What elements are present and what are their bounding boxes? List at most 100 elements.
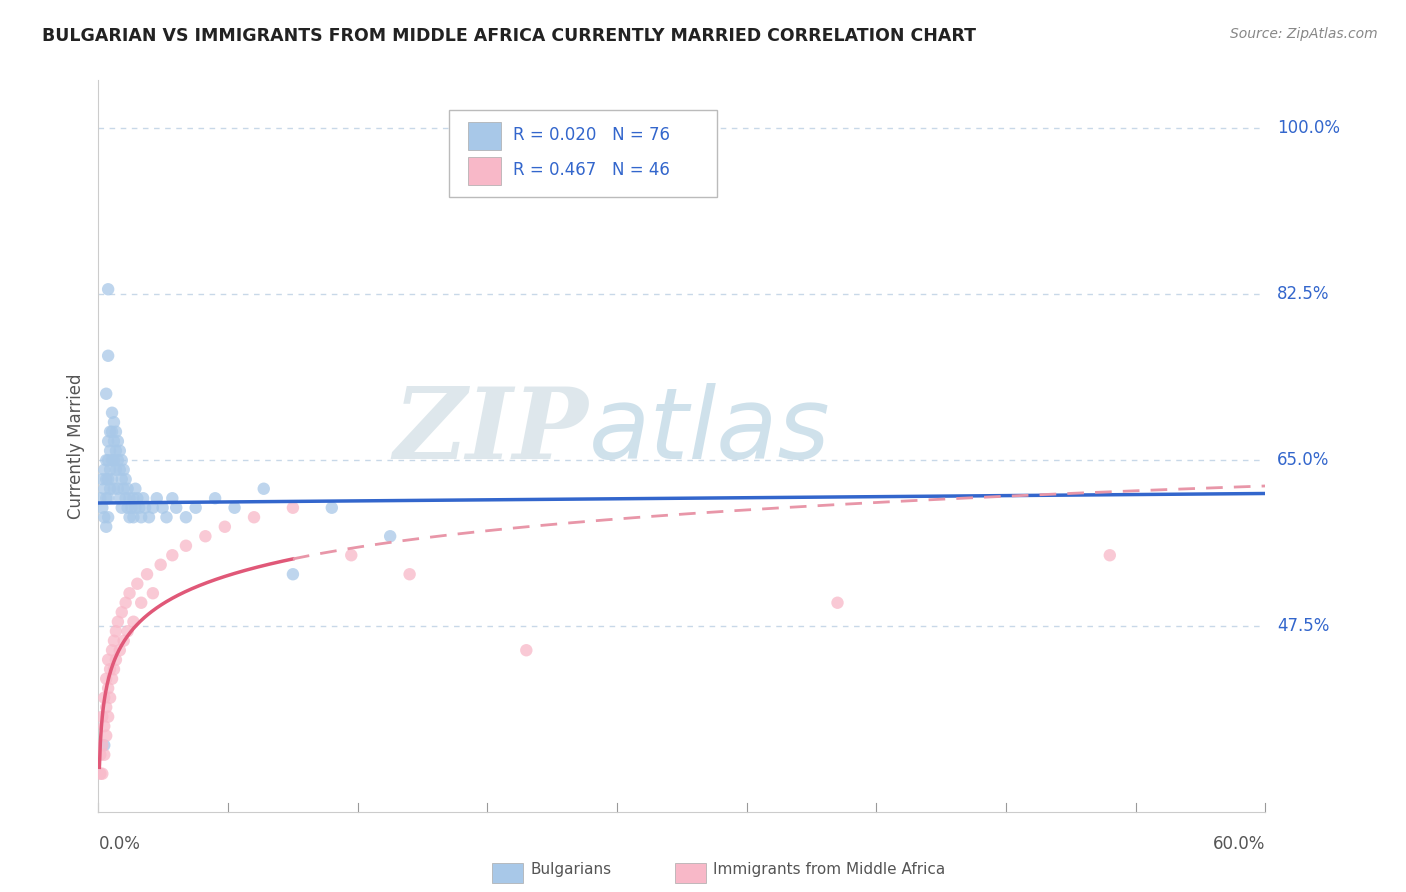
Point <box>138 510 160 524</box>
Point <box>142 500 165 515</box>
Point <box>340 548 363 562</box>
Point <box>93 482 115 496</box>
Point <box>122 510 145 524</box>
Point <box>117 500 139 515</box>
Point <box>398 567 420 582</box>
Point <box>128 500 150 515</box>
Point <box>97 681 120 696</box>
Point <box>98 463 121 477</box>
Point <box>827 596 849 610</box>
Point <box>1098 548 1121 562</box>
Point <box>103 633 125 648</box>
Point <box>93 738 115 752</box>
Text: 82.5%: 82.5% <box>1277 285 1330 303</box>
Point <box>97 349 120 363</box>
Point <box>97 510 120 524</box>
Point <box>96 729 118 743</box>
Point <box>104 425 127 439</box>
Point <box>121 500 143 515</box>
Point <box>321 500 343 515</box>
Point <box>96 672 118 686</box>
Text: R = 0.020   N = 76: R = 0.020 N = 76 <box>513 126 669 145</box>
Point <box>98 443 121 458</box>
Point <box>129 596 152 610</box>
Point <box>114 596 136 610</box>
Point <box>155 510 177 524</box>
Point <box>104 653 127 667</box>
Point <box>149 558 172 572</box>
Text: 60.0%: 60.0% <box>1213 836 1265 854</box>
Point <box>118 510 141 524</box>
Point <box>91 500 114 515</box>
Point <box>93 719 115 733</box>
Point <box>111 472 134 486</box>
Point <box>107 434 129 449</box>
Point <box>194 529 217 543</box>
Point <box>89 491 111 506</box>
Point <box>114 491 136 506</box>
Point <box>112 633 135 648</box>
Point <box>97 491 120 506</box>
Point <box>515 643 537 657</box>
Point <box>103 434 125 449</box>
Point <box>174 510 197 524</box>
Point <box>89 766 111 780</box>
Point <box>91 710 114 724</box>
Point <box>103 453 125 467</box>
Point <box>103 415 125 429</box>
Point <box>124 482 146 496</box>
Point <box>98 425 121 439</box>
Point <box>97 472 120 486</box>
Point <box>101 643 124 657</box>
Point <box>162 548 184 562</box>
Point <box>104 443 127 458</box>
Point <box>281 567 304 582</box>
Point <box>96 472 118 486</box>
Point <box>101 453 124 467</box>
Point <box>96 386 118 401</box>
Point <box>146 491 169 506</box>
Point <box>91 472 114 486</box>
Point <box>108 443 131 458</box>
FancyBboxPatch shape <box>468 157 501 185</box>
Point <box>91 766 114 780</box>
Point <box>129 510 152 524</box>
Point <box>174 539 197 553</box>
Text: 100.0%: 100.0% <box>1277 119 1340 136</box>
Point <box>117 624 139 639</box>
Point <box>165 500 187 515</box>
Text: atlas: atlas <box>589 383 830 480</box>
Point <box>118 491 141 506</box>
Point <box>127 576 149 591</box>
Point <box>96 491 118 506</box>
Text: 0.0%: 0.0% <box>98 836 141 854</box>
Point <box>101 672 124 686</box>
Y-axis label: Currently Married: Currently Married <box>66 373 84 519</box>
Point <box>93 463 115 477</box>
Point <box>142 586 165 600</box>
Point <box>97 710 120 724</box>
Point <box>184 500 207 515</box>
Point <box>96 700 118 714</box>
Point <box>93 510 115 524</box>
Point <box>108 491 131 506</box>
Text: BULGARIAN VS IMMIGRANTS FROM MIDDLE AFRICA CURRENTLY MARRIED CORRELATION CHART: BULGARIAN VS IMMIGRANTS FROM MIDDLE AFRI… <box>42 27 976 45</box>
Point <box>104 463 127 477</box>
Point <box>97 453 120 467</box>
Point <box>253 482 276 496</box>
Point <box>134 500 156 515</box>
Point <box>107 453 129 467</box>
Point <box>112 482 135 496</box>
Point <box>96 453 118 467</box>
Text: Source: ZipAtlas.com: Source: ZipAtlas.com <box>1230 27 1378 41</box>
Point <box>93 747 115 762</box>
Point <box>103 662 125 676</box>
Point <box>97 434 120 449</box>
Point <box>98 482 121 496</box>
Point <box>112 463 135 477</box>
Point <box>103 482 125 496</box>
Point <box>224 500 246 515</box>
Point <box>98 662 121 676</box>
Point <box>101 472 124 486</box>
Point <box>204 491 226 506</box>
